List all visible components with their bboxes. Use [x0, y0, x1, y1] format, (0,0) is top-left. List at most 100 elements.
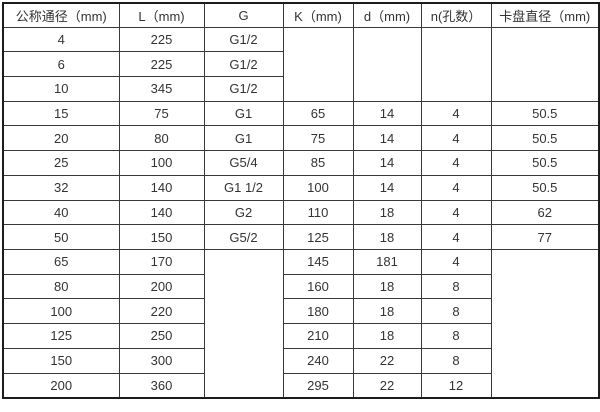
table-cell: 200 — [2, 372, 120, 399]
table-cell: 6 — [2, 51, 120, 77]
table-body: 4 225 G1/2 6 225 G1/2 10 345 G1/2 15 75 G1 65 14 4 50.5… — [2, 26, 600, 399]
table-cell: 4 — [420, 248, 492, 275]
table-cell: 22 — [352, 372, 422, 399]
table-cell: 8 — [420, 298, 492, 325]
table-cell: 181 — [352, 248, 422, 275]
table-cell: 170 — [118, 248, 205, 275]
column-header-k: K（mm) — [282, 2, 354, 28]
table-cell: 220 — [118, 298, 205, 325]
table-cell: 180 — [282, 298, 354, 325]
table-cell: G1 — [203, 125, 284, 152]
table-cell: 240 — [282, 347, 354, 374]
table-cell: 295 — [282, 372, 354, 399]
column-header-chuck-diameter: 卡盘直径（mm) — [490, 2, 600, 28]
header-row: 公称通径（mm) L（mm) G K（mm) d（mm) n(孔数） 卡盘直径（mm) — [2, 2, 600, 28]
table-cell: 65 — [2, 248, 120, 275]
table-cell-merged — [490, 26, 600, 102]
column-header-g: G — [203, 2, 284, 28]
table-row: 65 170 145 181 4 — [2, 248, 600, 399]
table-row: 15 75 G1 65 14 4 50.5 — [2, 100, 600, 127]
table-cell: 40 — [2, 199, 120, 226]
table-row: 20 80 G1 75 14 4 50.5 — [2, 125, 600, 152]
table-cell: 4 — [420, 125, 492, 152]
table-cell: 8 — [420, 273, 492, 300]
table-cell: 18 — [352, 273, 422, 300]
column-header-n-holes: n(孔数） — [420, 2, 492, 28]
table-cell: 4 — [420, 150, 492, 176]
table-cell: 80 — [2, 273, 120, 300]
table-cell: 50.5 — [490, 174, 600, 201]
table-cell: 4 — [420, 224, 492, 250]
table-cell: G1/2 — [203, 26, 284, 53]
table-cell-merged — [490, 248, 600, 399]
table-row: 6 225 G1/2 — [2, 51, 599, 77]
table-cell: 85 — [282, 150, 354, 176]
table-cell: 145 — [282, 248, 354, 275]
table-cell: 15 — [2, 100, 120, 127]
table-row: 50 150 G5/2 125 18 4 77 — [2, 224, 600, 250]
table-row: 100 220 180 18 8 — [2, 298, 599, 325]
table-cell: 18 — [352, 298, 422, 325]
table-cell: 4 — [420, 174, 492, 201]
column-header-l: L（mm) — [118, 2, 205, 28]
table-cell: 210 — [282, 323, 354, 349]
table-cell: G5/2 — [203, 224, 284, 250]
column-header-d: d（mm) — [352, 2, 422, 28]
table-row: 25 100 G5/4 85 14 4 50.5 — [2, 150, 600, 176]
table-cell: 200 — [118, 273, 205, 300]
table-cell: 225 — [118, 26, 205, 53]
table-cell: 140 — [118, 174, 205, 201]
table-row: 40 140 G2 110 18 4 62 — [2, 199, 600, 226]
table-cell: 360 — [118, 372, 205, 399]
table-cell: 225 — [118, 51, 205, 77]
table-row: 200 360 295 22 12 — [2, 372, 599, 399]
table-cell: 50.5 — [490, 125, 600, 152]
table-cell: 80 — [118, 125, 205, 152]
table-cell-merged — [420, 26, 492, 102]
table-cell: G1 — [203, 100, 284, 127]
column-header-nominal-diameter: 公称通径（mm) — [2, 2, 120, 28]
table-cell: 125 — [282, 224, 354, 250]
table-cell: G1/2 — [203, 51, 284, 77]
table-cell: 50.5 — [490, 100, 600, 127]
table-cell: 8 — [420, 347, 492, 374]
table-cell: 100 — [282, 174, 354, 201]
table-cell: 22 — [352, 347, 422, 374]
table-cell: 150 — [2, 347, 120, 374]
table-cell-merged — [282, 26, 354, 102]
table-cell: 345 — [118, 75, 205, 102]
table-cell: 50.5 — [490, 150, 600, 176]
table-cell: 14 — [352, 150, 422, 176]
table-cell: 100 — [118, 150, 205, 176]
table-cell: G5/4 — [203, 150, 284, 176]
table-cell: 32 — [2, 174, 120, 201]
table-cell: 14 — [352, 100, 422, 127]
table-cell: G1/2 — [203, 75, 284, 102]
table-cell: 18 — [352, 199, 422, 226]
table-row: 4 225 G1/2 — [2, 26, 600, 102]
table-cell: 100 — [2, 298, 120, 325]
table-cell: 20 — [2, 125, 120, 152]
table-cell: 25 — [2, 150, 120, 176]
table-cell: 18 — [352, 224, 422, 250]
table-cell: 77 — [490, 224, 600, 250]
table-cell-merged — [203, 248, 284, 399]
table-cell: 150 — [118, 224, 205, 250]
table-cell: 160 — [282, 273, 354, 300]
table-cell: 140 — [118, 199, 205, 226]
table-cell: 10 — [2, 75, 120, 102]
table-cell: 65 — [282, 100, 354, 127]
table-cell: 4 — [420, 100, 492, 127]
table-cell: 125 — [2, 323, 120, 349]
table-cell: 12 — [420, 372, 492, 399]
table-cell: 50 — [2, 224, 120, 250]
table-cell: 75 — [282, 125, 354, 152]
table-cell: G2 — [203, 199, 284, 226]
table-cell: 14 — [352, 125, 422, 152]
table-cell: 110 — [282, 199, 354, 226]
table-cell: 14 — [352, 174, 422, 201]
table-cell: G1 1/2 — [203, 174, 284, 201]
table-cell: 250 — [118, 323, 205, 349]
table-row: 32 140 G1 1/2 100 14 4 50.5 — [2, 174, 600, 201]
